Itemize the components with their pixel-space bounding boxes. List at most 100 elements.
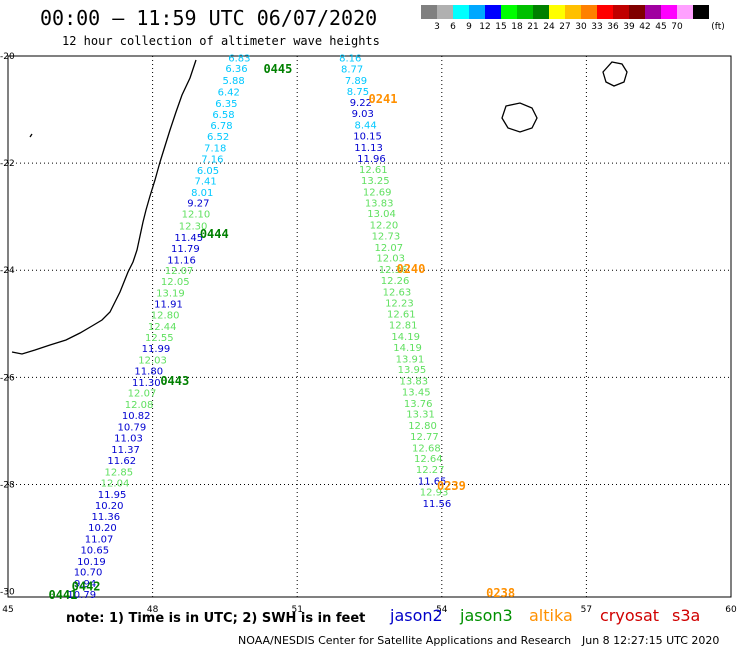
wave-height-value: 12.64 [414,454,443,465]
color-legend-labels: 3 6 9 12 15 18 21 24 27 30 33 36 39 42 45 70 (ft) [421,22,740,34]
wave-height-value: 12.05 [161,277,190,288]
lat-tick-label: -22 [0,159,15,169]
wave-height-value: 5.88 [222,76,244,87]
wave-height-value: 12.80 [408,421,437,432]
pass-time-label: 0442 [72,580,101,594]
legend-swatch [453,5,469,19]
wave-height-value: 12.07 [128,389,157,400]
mauritius-island [602,61,628,87]
legend-swatch [613,5,629,19]
wave-height-value: 6.83 [228,53,250,64]
wave-height-value: 13.31 [406,410,435,421]
wave-height-value: 9.03 [352,109,374,120]
map-title: 00:00 – 11:59 UTC 06/07/2020 [40,6,378,30]
wave-height-value: 12.04 [101,479,130,490]
legend-label: 45 [655,22,667,32]
wave-height-value: 8.01 [191,188,213,199]
wave-height-value: 11.95 [98,490,127,501]
wave-height-value: 11.03 [114,434,143,445]
legend-label: 27 [559,22,571,32]
legend-label: 24 [543,22,555,32]
legend-swatch [485,5,501,19]
wave-height-value: 12.61 [387,309,416,320]
lon-tick-label: 54 [436,605,448,615]
pass-time-label: 0443 [160,374,189,388]
pass-time-label: 0241 [369,92,398,106]
wave-height-value: 12.23 [385,299,414,310]
wave-height-value: 13.83 [400,376,429,387]
wave-height-value: 12.30 [179,222,208,233]
wave-height-value: 11.62 [107,456,136,467]
wave-height-value: 6.58 [212,110,234,121]
wave-height-value: 10.20 [88,523,117,534]
pass-time-label: 0238 [486,586,515,600]
legend-swatch [501,5,517,19]
wave-height-value: 10.70 [74,568,103,579]
pass-time-label: 0445 [263,62,292,76]
pass-time-label: 0239 [437,479,466,493]
wave-height-value: 12.93 [420,488,449,499]
legend-swatch [517,5,533,19]
wave-height-value: 13.83 [365,199,394,210]
small-islet [29,133,33,138]
map-note: note: 1) Time is in UTC; 2) SWH is in fe… [66,611,366,626]
wave-height-value: 10.19 [77,557,106,568]
timestamp: Jun 8 12:27:15 UTC 2020 [582,634,720,647]
wave-height-value: 12.55 [145,333,174,344]
wave-height-value: 8.16 [339,53,361,64]
wave-height-value: 12.61 [359,165,388,176]
legend-swatch [533,5,549,19]
wave-height-value: 7.18 [204,143,226,154]
wave-height-value: 13.91 [396,354,425,365]
map-subtitle: 12 hour collection of altimeter wave hei… [62,34,380,48]
wave-height-value: 10.79 [118,422,147,433]
wave-height-value: 11.65 [418,476,447,487]
legend-unit: (ft) [711,22,725,32]
legend-label: 3 [434,22,440,32]
lon-tick-label: 51 [291,605,302,615]
legend-swatch [645,5,661,19]
wave-height-value: 7.89 [345,76,367,87]
legend-label: 70 [671,22,683,32]
wave-height-value: 12.08 [125,400,154,411]
wave-height-value: 9.22 [350,98,372,109]
wave-height-value: 13.19 [156,288,185,299]
pass-time-labels: 0445 0241 0444 0240 0443 0239 0442 0238 0441 [48,62,515,602]
lon-tick-label: 60 [725,605,737,615]
lon-tick-label: 57 [581,605,592,615]
legend-label: 12 [479,22,491,32]
wave-height-value: 11.13 [354,143,383,154]
coastline [11,59,628,355]
legend-swatch [693,5,709,19]
wave-height-value: 7.16 [201,155,223,166]
legend-swatch [469,5,485,19]
wave-height-value: 13.04 [367,209,396,220]
wave-height-value: 9.27 [187,199,209,210]
wave-height-value: 12.10 [182,210,211,221]
wave-height-value: 13.95 [398,365,427,376]
wave-height-value: 14.19 [391,332,420,343]
legend-swatch [629,5,645,19]
wave-height-value: 11.99 [142,344,171,355]
credit-line: NOAA/NESDIS Center for Satellite Applica… [238,634,572,647]
wave-height-value: 12.36 [379,265,408,276]
wave-height-value: 12.07 [165,266,194,277]
pass-time-label: 0240 [396,262,425,276]
wave-height-value: 12.03 [376,254,405,265]
wave-height-value: 12.85 [105,467,134,478]
legend-label: 36 [607,22,619,32]
wave-height-value: 12.03 [138,355,167,366]
legend-label: 30 [575,22,587,32]
wave-height-value: 12.68 [412,443,441,454]
wave-height-value: 11.45 [174,233,203,244]
wave-height-value: 6.05 [197,166,219,177]
legend-swatch [661,5,677,19]
color-legend [421,5,709,19]
wave-height-value: 11.36 [92,512,121,523]
wave-height-value: 12.27 [416,465,445,476]
reunion-island [501,102,538,133]
wave-height-value: 10.20 [95,501,124,512]
wave-height-value: 12.69 [363,187,392,198]
wave-height-value: 11.80 [134,367,163,378]
